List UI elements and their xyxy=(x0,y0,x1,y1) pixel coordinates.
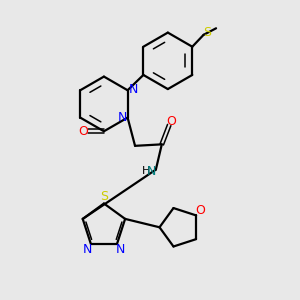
Text: S: S xyxy=(203,26,211,39)
Text: N: N xyxy=(82,243,92,256)
Text: N: N xyxy=(146,165,156,178)
Text: S: S xyxy=(100,190,108,203)
Text: H: H xyxy=(142,167,151,176)
Text: O: O xyxy=(195,204,205,217)
Text: O: O xyxy=(166,115,176,128)
Text: N: N xyxy=(116,243,125,256)
Text: N: N xyxy=(128,83,138,96)
Text: O: O xyxy=(79,125,88,138)
Text: N: N xyxy=(118,110,127,124)
